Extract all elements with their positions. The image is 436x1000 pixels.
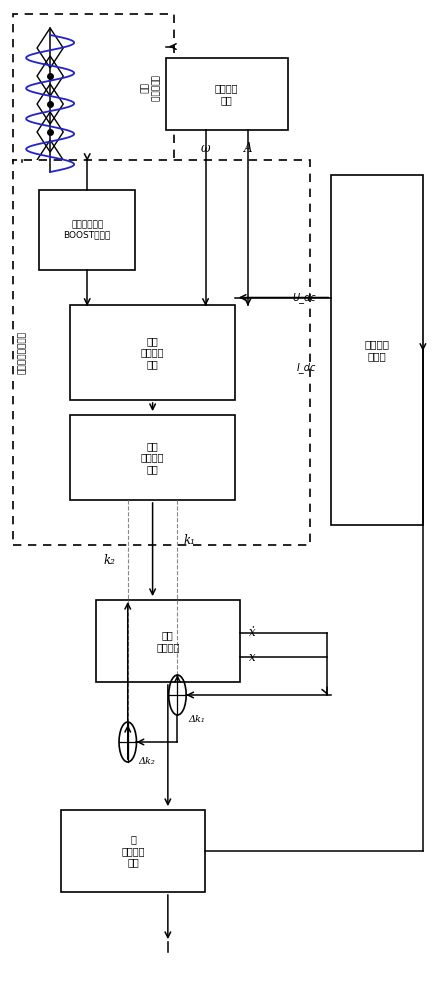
Bar bbox=[61, 810, 205, 892]
Text: 波能
功率跟踪
控制: 波能 功率跟踪 控制 bbox=[141, 336, 164, 369]
Text: ẋ: ẋ bbox=[249, 626, 255, 639]
Bar bbox=[70, 415, 235, 500]
Bar bbox=[39, 190, 135, 270]
Text: U_dc: U_dc bbox=[293, 292, 316, 303]
Text: 波能捕获最大
BOOST变流器: 波能捕获最大 BOOST变流器 bbox=[64, 220, 111, 240]
Bar bbox=[96, 600, 240, 682]
Text: Δk₂: Δk₂ bbox=[139, 758, 155, 766]
Text: 参数辨识
模块: 参数辨识 模块 bbox=[215, 83, 238, 105]
Bar bbox=[166, 58, 288, 130]
Text: Δk₁: Δk₁ bbox=[188, 716, 205, 724]
Text: ω: ω bbox=[201, 141, 210, 154]
Text: A: A bbox=[244, 141, 252, 154]
Bar bbox=[13, 160, 310, 545]
Bar bbox=[70, 305, 235, 400]
Text: 波能捕获控制系统: 波能捕获控制系统 bbox=[18, 331, 27, 374]
Text: 并网系统
控制器: 并网系统 控制器 bbox=[364, 339, 390, 361]
Text: 电能
储能控制: 电能 储能控制 bbox=[156, 630, 180, 652]
Text: x: x bbox=[249, 651, 255, 664]
Text: k₁: k₁ bbox=[184, 534, 196, 546]
Bar bbox=[13, 14, 174, 162]
Text: k₂: k₂ bbox=[104, 554, 116, 566]
Bar bbox=[331, 175, 423, 525]
Text: 波浪能捕获
装置: 波浪能捕获 装置 bbox=[139, 75, 158, 101]
Text: 发电
功率优化
计算: 发电 功率优化 计算 bbox=[141, 441, 164, 474]
Text: I_dc: I_dc bbox=[297, 362, 316, 373]
Text: 量
电能发电
系统: 量 电能发电 系统 bbox=[121, 834, 145, 868]
